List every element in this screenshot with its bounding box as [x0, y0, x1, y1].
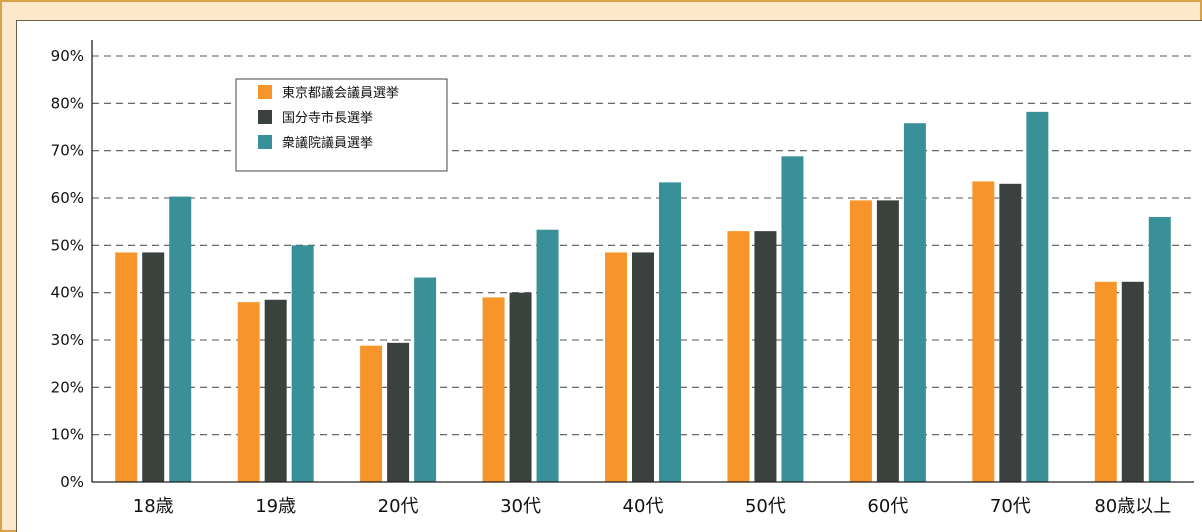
x-tick-label-6: 60代 [867, 496, 908, 517]
x-tick-label-7: 70代 [990, 496, 1031, 517]
y-tick-label-9: 90% [51, 47, 84, 65]
x-tick-label-2: 20代 [378, 496, 419, 517]
bar-50代-東京都議会議員選挙 [727, 231, 750, 482]
bar-60代-衆議院議員選挙 [903, 123, 926, 483]
bar-60代-東京都議会議員選挙 [849, 200, 872, 482]
legend-swatch-2 [258, 135, 272, 149]
bar-20代-衆議院議員選挙 [414, 277, 437, 482]
bar-80歳以上-衆議院議員選挙 [1148, 216, 1171, 482]
bar-70代-国分寺市長選挙 [999, 183, 1022, 483]
x-tick-label-0: 18歳 [133, 496, 174, 517]
bar-30代-衆議院議員選挙 [536, 229, 559, 482]
y-tick-label-1: 10% [51, 426, 84, 444]
y-tick-label-6: 60% [51, 189, 84, 207]
bar-70代-東京都議会議員選挙 [972, 181, 995, 482]
bar-40代-国分寺市長選挙 [632, 252, 654, 482]
bar-19歳-東京都議会議員選挙 [237, 302, 260, 482]
legend-label-1: 国分寺市長選挙 [282, 110, 373, 126]
x-tick-label-5: 50代 [745, 496, 786, 517]
bar-18歳-国分寺市長選挙 [142, 252, 165, 482]
x-tick-label-4: 40代 [623, 496, 664, 517]
bar-30代-東京都議会議員選挙 [482, 297, 505, 482]
bar-20代-国分寺市長選挙 [387, 342, 410, 482]
bar-40代-衆議院議員選挙 [659, 182, 681, 482]
y-tick-label-5: 50% [51, 236, 84, 254]
bar-80歳以上-東京都議会議員選挙 [1094, 281, 1117, 482]
x-tick-label-8: 80歳以上 [1094, 496, 1171, 517]
bar-18歳-東京都議会議員選挙 [115, 252, 138, 482]
legend-label-2: 衆議院議員選挙 [282, 135, 373, 151]
bar-18歳-衆議院議員選挙 [169, 196, 192, 482]
x-tick-label-3: 30代 [500, 496, 541, 517]
bars [115, 111, 1171, 483]
bar-60代-国分寺市長選挙 [876, 200, 899, 482]
bar-30代-国分寺市長選挙 [509, 292, 532, 482]
y-tick-label-0: 0% [60, 473, 84, 491]
y-tick-label-3: 30% [51, 331, 84, 349]
y-tick-label-8: 80% [51, 94, 84, 112]
y-tick-label-2: 20% [51, 378, 84, 396]
bar-50代-国分寺市長選挙 [754, 231, 777, 482]
y-tick-label-7: 70% [51, 142, 84, 160]
y-tick-label-4: 40% [51, 284, 84, 302]
bar-70代-衆議院議員選挙 [1026, 111, 1049, 482]
legend-swatch-0 [258, 85, 272, 99]
bar-50代-衆議院議員選挙 [781, 156, 804, 482]
bar-19歳-国分寺市長選挙 [264, 299, 287, 482]
legend-swatch-1 [258, 110, 272, 124]
bar-20代-東京都議会議員選挙 [360, 345, 383, 482]
bar-19歳-衆議院議員選挙 [291, 245, 314, 482]
legend-label-0: 東京都議会議員選挙 [282, 85, 399, 101]
x-axis: 18歳 19歳 20代 30代 40代 50代 60代 70代 80歳以上 [92, 481, 1194, 517]
x-tick-label-1: 19歳 [255, 496, 296, 517]
bar-80歳以上-国分寺市長選挙 [1121, 281, 1144, 482]
y-axis: 0% 10% 20% 30% 40% 50% 60% 70% 80% 90% [51, 40, 93, 491]
bar-40代-東京都議会議員選挙 [605, 252, 627, 482]
